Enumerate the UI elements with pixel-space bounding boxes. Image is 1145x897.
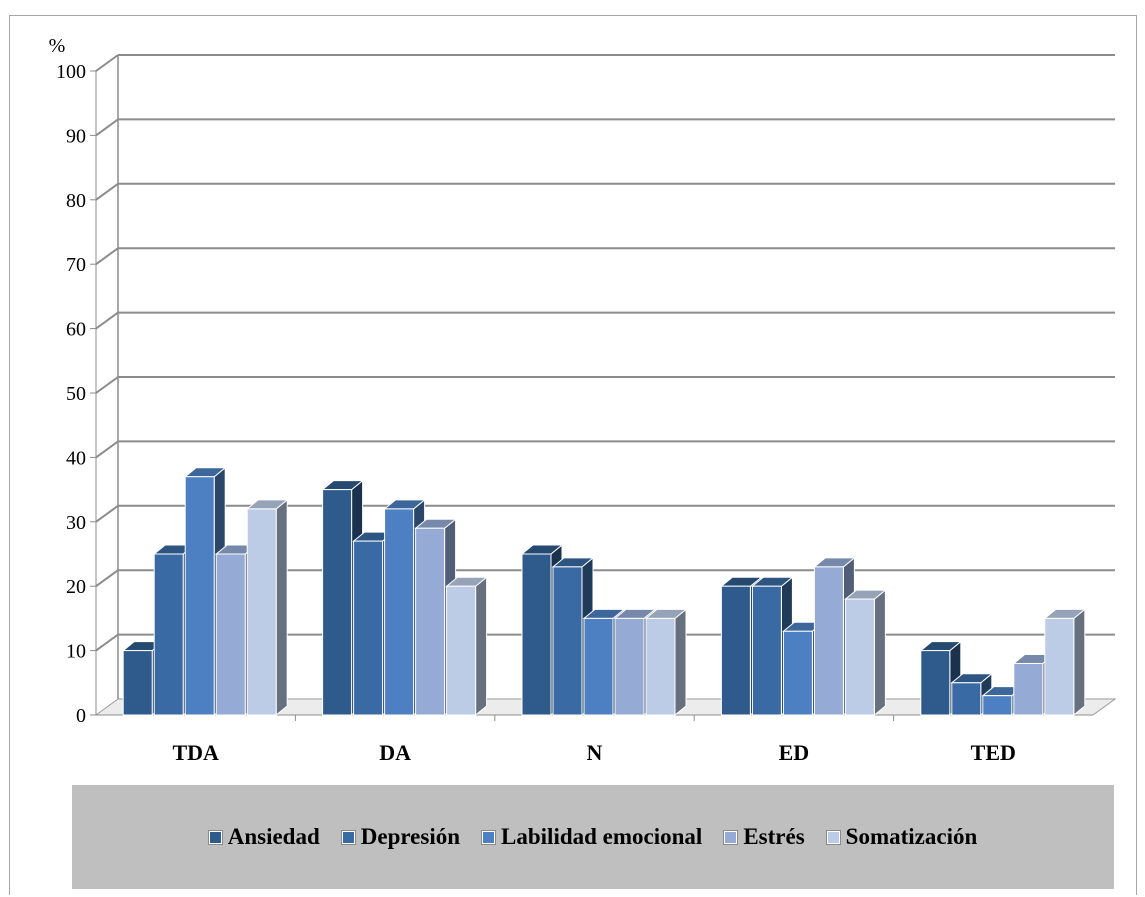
y-tick-label: 40 [66, 447, 86, 469]
bar [415, 527, 446, 716]
bar [920, 650, 951, 716]
bar [153, 553, 184, 716]
y-tick-label: 90 [66, 125, 86, 147]
chart-frame [9, 15, 1137, 895]
legend-swatch [482, 830, 496, 844]
x-tick-label: ED [779, 740, 810, 765]
legend-swatch [341, 830, 355, 844]
legend-swatch [724, 830, 738, 844]
gridline-depth [95, 311, 119, 330]
bar-side [674, 608, 687, 717]
y-tick-label: 60 [66, 319, 86, 341]
bar [552, 566, 583, 716]
bar-side [475, 576, 488, 717]
bar [1044, 617, 1075, 716]
bar-side [1073, 608, 1086, 717]
legend-label: Estrés [743, 824, 805, 849]
y-tick-label: 80 [66, 190, 86, 212]
bar-side [275, 498, 288, 717]
legend-label: Depresión [360, 824, 461, 849]
legend-item-estres: Estrés [724, 824, 805, 850]
bar [720, 585, 751, 716]
legend: Ansiedad Depresión Labilidad emocional E… [72, 785, 1114, 889]
legend-label: Labilidad emocional [501, 824, 703, 849]
bar [1013, 662, 1044, 716]
x-tick-label: TED [971, 740, 1016, 765]
gridline-depth [95, 182, 119, 201]
bar [813, 566, 844, 716]
bar [322, 489, 353, 716]
x-tick-label: TDA [172, 740, 219, 765]
gridline-depth [95, 54, 119, 72]
bar [982, 695, 1013, 716]
bar [353, 540, 384, 716]
bar [614, 617, 645, 716]
y-axis-label: % [49, 35, 66, 57]
gridline-depth [95, 118, 119, 137]
gridline-depth [95, 633, 119, 652]
bar [122, 650, 153, 716]
bar [521, 553, 552, 716]
legend-item-labilidad: Labilidad emocional [482, 824, 702, 850]
gridline-depth [95, 376, 119, 394]
bar [951, 682, 982, 716]
y-tick-label: 50 [66, 383, 86, 405]
y-tick-label: 0 [76, 705, 86, 727]
gridline-depth [95, 247, 119, 266]
y-tick-label: 70 [66, 254, 86, 276]
bar [782, 630, 813, 716]
y-tick-label: 100 [56, 61, 86, 83]
legend-item-somatizacion: Somatización [826, 824, 978, 850]
legend-swatch [826, 830, 840, 844]
legend-item-depresion: Depresión [341, 824, 461, 850]
legend-label: Ansiedad [227, 824, 320, 849]
gridline-depth [95, 440, 119, 459]
bar [184, 476, 215, 716]
legend-item-ansiedad: Ansiedad [208, 824, 320, 850]
bar [246, 508, 277, 716]
bar [844, 598, 875, 716]
bar [215, 553, 246, 716]
bar [751, 585, 782, 716]
y-tick-label: 20 [66, 576, 86, 598]
bar [384, 508, 415, 716]
bar [446, 585, 477, 716]
x-tick-label: DA [379, 740, 411, 765]
y-tick-label: 10 [66, 641, 86, 663]
bar-side [873, 589, 886, 717]
legend-swatch [208, 830, 222, 844]
gridline-depth [95, 569, 119, 588]
bar [645, 617, 676, 716]
y-tick-label: 30 [66, 512, 86, 534]
gridline-depth [95, 504, 119, 523]
x-tick-label: N [587, 740, 603, 765]
bar [583, 617, 614, 716]
legend-label: Somatización [845, 824, 978, 849]
